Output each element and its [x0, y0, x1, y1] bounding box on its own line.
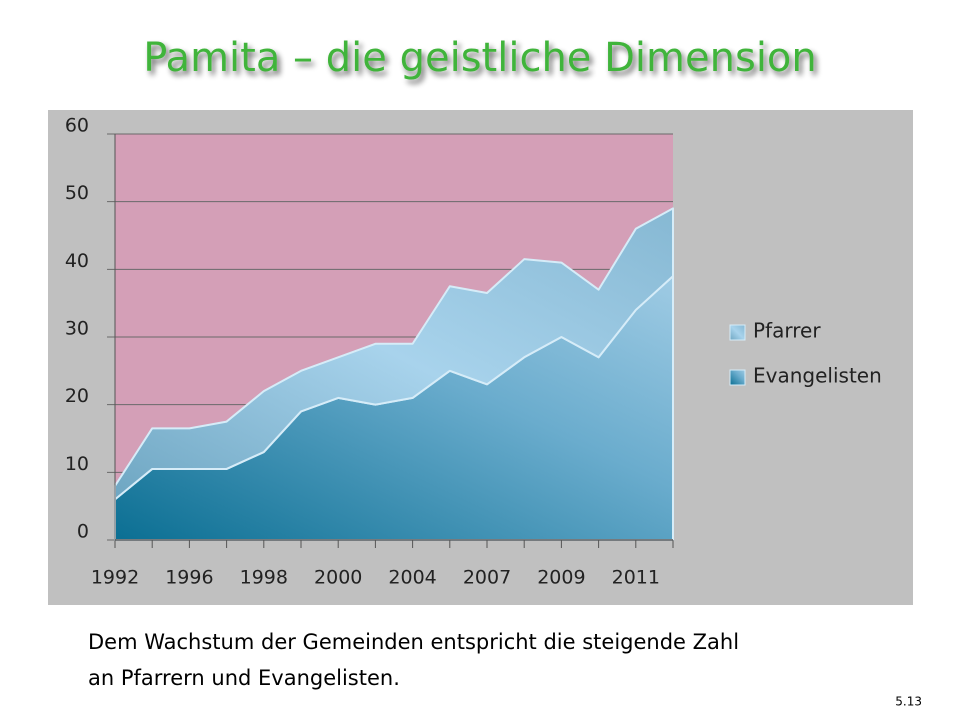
- legend-label: Evangelisten: [753, 364, 882, 388]
- y-tick-label: 10: [65, 453, 89, 475]
- area: [114, 207, 674, 501]
- x-tick-label: 1996: [165, 567, 213, 589]
- y-tick-label: 20: [65, 385, 89, 407]
- x-tick-label: 1998: [240, 567, 288, 589]
- y-tick-label: 0: [77, 521, 89, 543]
- x-tick-label: 2007: [463, 567, 511, 589]
- y-tick-label: 40: [65, 250, 89, 272]
- y-tick-label: 50: [65, 182, 89, 204]
- x-tick-label: 2000: [314, 567, 362, 589]
- legend-swatch: [729, 324, 746, 341]
- x-tick-label: 1992: [91, 567, 139, 589]
- caption-line: Dem Wachstum der Gemeinden entspricht di…: [88, 630, 739, 654]
- slide-title: Pamita – die geistliche Dimension: [143, 35, 817, 81]
- x-tick-label: 2004: [388, 567, 436, 589]
- legend-label: Pfarrer: [753, 319, 821, 343]
- x-tick-label: 2009: [537, 567, 585, 589]
- caption-line: an Pfarrern und Evangelisten.: [88, 666, 400, 690]
- page-number: 5.13: [895, 695, 922, 709]
- legend-swatch: [729, 369, 746, 386]
- x-tick-label: 2011: [612, 567, 660, 589]
- y-tick-label: 30: [65, 318, 89, 340]
- y-tick-label: 60: [65, 115, 89, 137]
